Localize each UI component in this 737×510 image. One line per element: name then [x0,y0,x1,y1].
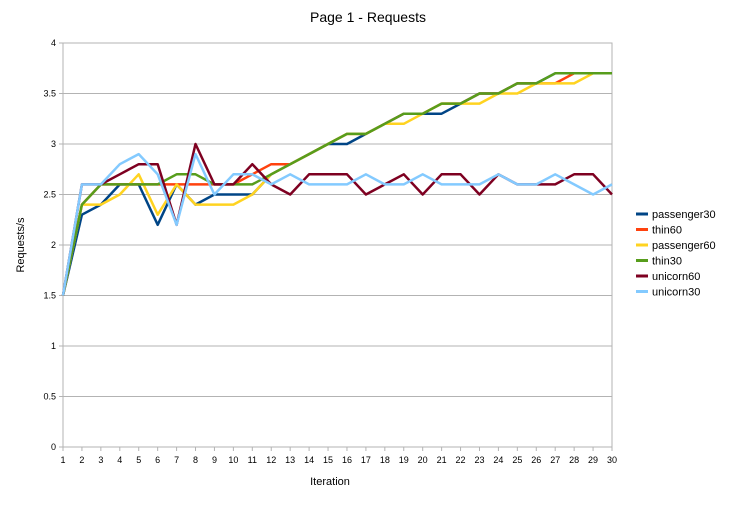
x-tick-label: 17 [361,455,371,465]
legend-item-unicorn60: unicorn60 [636,271,700,283]
x-tick-label: 27 [550,455,560,465]
x-tick-label: 7 [174,455,179,465]
legend-label: thin30 [652,256,682,268]
legend-label: thin60 [652,225,682,237]
series-lines [61,72,613,296]
y-tick-label: 0.5 [43,392,56,402]
x-tick-label: 30 [607,455,617,465]
x-tick-label: 10 [228,455,238,465]
y-tick-label: 0 [51,442,56,452]
x-tick-label: 2 [79,455,84,465]
x-tick-label: 29 [588,455,598,465]
chart-title: Page 1 - Requests [310,9,426,25]
legend: passenger30 thin60 passenger60 thin30 unicor… [636,209,716,299]
y-tick-label: 3 [51,139,56,149]
legend-label: passenger60 [652,240,716,252]
x-tick-label: 8 [193,455,198,465]
y-tick-label: 1.5 [43,291,56,301]
x-tick-label: 4 [117,455,122,465]
x-tick-label: 15 [323,455,333,465]
y-axis-ticks: 0 0.5 1 1.5 2 2.5 3 3.5 4 [43,38,63,452]
y-axis-label: Requests/s [15,217,27,273]
legend-label: passenger30 [652,209,716,221]
x-tick-label: 9 [212,455,217,465]
x-tick-label: 28 [569,455,579,465]
x-axis-ticks: 1 2 3 4 5 6 7 8 9 10 11 12 13 14 15 16 17 18 19 20 21 22 23 24 2… [60,447,617,465]
x-tick-label: 5 [136,455,141,465]
x-tick-label: 19 [399,455,409,465]
x-tick-label: 26 [531,455,541,465]
x-tick-label: 22 [456,455,466,465]
series-line-unicorn60 [61,142,613,296]
x-tick-label: 1 [60,455,65,465]
legend-item-passenger60: passenger60 [636,240,716,252]
legend-item-thin30: thin30 [636,256,682,268]
y-tick-label: 3.5 [43,89,56,99]
x-tick-label: 12 [266,455,276,465]
x-tick-label: 18 [380,455,390,465]
x-tick-label: 6 [155,455,160,465]
x-tick-label: 14 [304,455,314,465]
x-tick-label: 20 [418,455,428,465]
legend-label: unicorn30 [652,287,700,299]
legend-item-thin60: thin60 [636,225,682,237]
series-line-thin30 [61,72,612,296]
gridlines [63,42,612,448]
x-tick-label: 21 [437,455,447,465]
x-tick-label: 11 [248,455,257,465]
x-tick-label: 24 [493,455,503,465]
y-tick-label: 2.5 [43,190,56,200]
legend-item-unicorn30: unicorn30 [636,287,700,299]
y-tick-label: 4 [51,38,56,48]
x-tick-label: 23 [474,455,484,465]
x-tick-label: 25 [512,455,522,465]
y-tick-label: 1 [51,341,56,351]
y-tick-label: 2 [51,240,56,250]
x-axis-label: Iteration [310,476,350,488]
x-tick-label: 13 [285,455,295,465]
x-tick-label: 3 [98,455,103,465]
legend-label: unicorn60 [652,271,700,283]
series-line-unicorn30 [61,152,613,296]
x-tick-label: 16 [342,455,352,465]
legend-item-passenger30: passenger30 [636,209,716,221]
